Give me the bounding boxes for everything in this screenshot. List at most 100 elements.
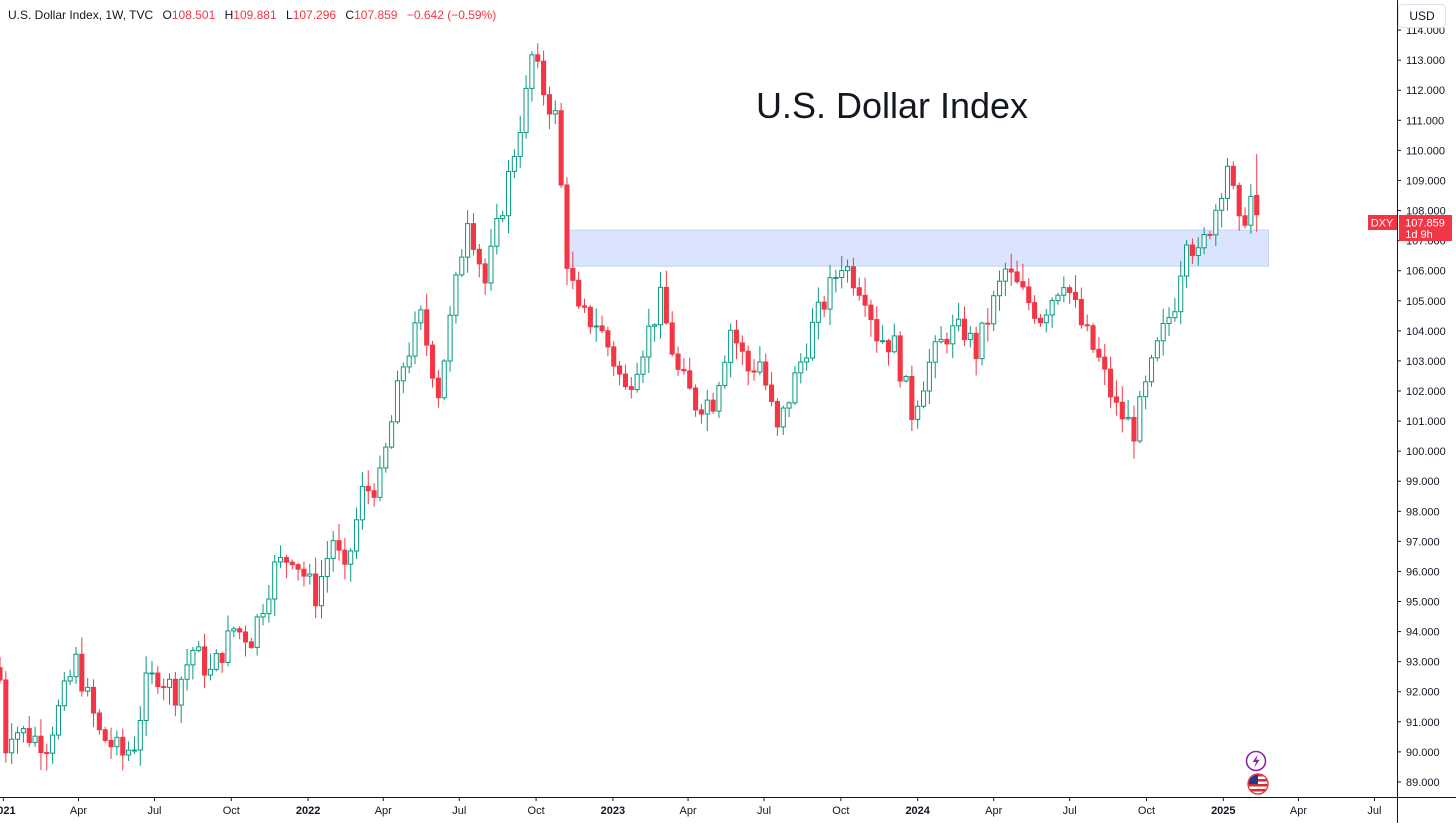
price-tick-label: 95.000 <box>1406 597 1440 609</box>
candle-body <box>120 736 126 756</box>
price-tag-ticker: DXY <box>1371 218 1394 230</box>
candle-body <box>1119 401 1125 420</box>
time-tick-label: Oct <box>832 805 849 817</box>
currency-button[interactable]: USD <box>1398 4 1446 28</box>
time-tick-label: Jul <box>1063 805 1077 817</box>
candle-body <box>517 132 523 157</box>
candle-body <box>593 325 599 328</box>
candle-body <box>1026 286 1032 304</box>
candle-body <box>453 274 459 316</box>
candle-body <box>225 630 231 663</box>
candle-body <box>996 280 1003 297</box>
symbol-name[interactable]: U.S. Dollar Index, 1W, TVC <box>8 8 154 22</box>
time-tick-label: Jul <box>147 805 161 817</box>
candle-body <box>371 490 377 498</box>
time-tick-label: Apr <box>679 805 696 817</box>
candle-body <box>511 155 517 172</box>
price-tick-label: 98.000 <box>1406 506 1440 518</box>
candle-body <box>1102 356 1108 370</box>
candle-body <box>915 405 921 420</box>
candle-body <box>862 294 868 306</box>
candle-body <box>827 277 833 310</box>
lightning-icon[interactable] <box>1245 750 1267 772</box>
candle-body <box>698 409 704 415</box>
candle-body <box>1148 357 1155 383</box>
candle-body <box>1166 317 1172 324</box>
candle-body <box>523 87 529 134</box>
price-tick-label: 96.000 <box>1406 566 1440 578</box>
candle-body <box>728 329 734 363</box>
price-tag-price: 107.859 <box>1405 218 1445 230</box>
candle-body <box>751 370 757 373</box>
candle-body <box>605 330 611 348</box>
candle-body <box>1113 396 1119 403</box>
candle-body <box>202 646 208 676</box>
candle-body <box>576 279 582 307</box>
candle-body <box>839 270 845 279</box>
price-tick-label: 109.000 <box>1406 175 1446 187</box>
candle-body <box>1131 416 1137 442</box>
candle-body <box>786 402 792 409</box>
price-tick-label: 106.000 <box>1406 266 1446 278</box>
price-tick-label: 93.000 <box>1406 657 1440 669</box>
candle-body <box>301 568 307 577</box>
price-tick-label: 91.000 <box>1406 717 1440 729</box>
candle-body <box>178 678 184 706</box>
candle-body <box>979 322 985 360</box>
candle-body <box>1049 300 1055 316</box>
candle-body <box>944 338 950 345</box>
price-tick-label: 90.000 <box>1406 747 1440 759</box>
candle-body <box>90 686 97 714</box>
candle-body <box>552 110 558 115</box>
candle-body <box>172 678 178 706</box>
candle-body <box>564 184 570 269</box>
candle-body <box>833 277 839 280</box>
candle-body <box>126 749 132 756</box>
chart-title: U.S. Dollar Index <box>756 85 1028 126</box>
candle-body <box>985 322 991 325</box>
candle-body <box>254 616 260 648</box>
candle-body <box>131 749 137 752</box>
candle-body <box>155 672 161 688</box>
time-tick-label: 2024 <box>905 805 930 817</box>
candle-body <box>505 170 512 217</box>
candle-body <box>324 558 330 577</box>
candle-body <box>149 672 155 675</box>
time-tick-label: Jul <box>1367 805 1381 817</box>
us-flag-icon[interactable] <box>1247 773 1269 795</box>
candle-body <box>1061 287 1067 296</box>
price-tick-label: 111.000 <box>1406 115 1444 127</box>
candle-body <box>1213 209 1219 236</box>
candle-body <box>868 304 874 321</box>
candle-body <box>476 248 482 265</box>
candle-body <box>1108 368 1114 398</box>
price-tick-label: 100.000 <box>1406 446 1446 458</box>
price-tag-price-bg <box>1399 215 1452 241</box>
candle-body <box>1201 233 1207 249</box>
candle-body <box>272 561 278 600</box>
candle-body <box>617 365 623 375</box>
support-zone-layer <box>566 229 1269 267</box>
candle-body <box>55 705 61 736</box>
candle-body <box>798 361 804 374</box>
candle-body <box>348 550 354 565</box>
candle-body <box>885 340 892 353</box>
candle-body <box>295 564 301 570</box>
candle-body <box>909 375 915 420</box>
support-resistance-zone[interactable] <box>566 229 1269 267</box>
candle-body <box>716 385 722 412</box>
candle-body <box>938 338 944 343</box>
candle-body <box>85 686 91 692</box>
change-value: −0.642 (−0.59%) <box>406 8 497 22</box>
candle-body <box>652 324 658 327</box>
candle-body <box>237 628 243 633</box>
candle-body <box>0 667 3 681</box>
candle-body <box>950 325 956 345</box>
time-tick-label: Jul <box>452 805 466 817</box>
price-tick-label: 92.000 <box>1406 687 1440 699</box>
symbol-legend: U.S. Dollar Index, 1W, TVC O108.501 H109… <box>8 8 496 22</box>
candle-body <box>704 399 710 415</box>
